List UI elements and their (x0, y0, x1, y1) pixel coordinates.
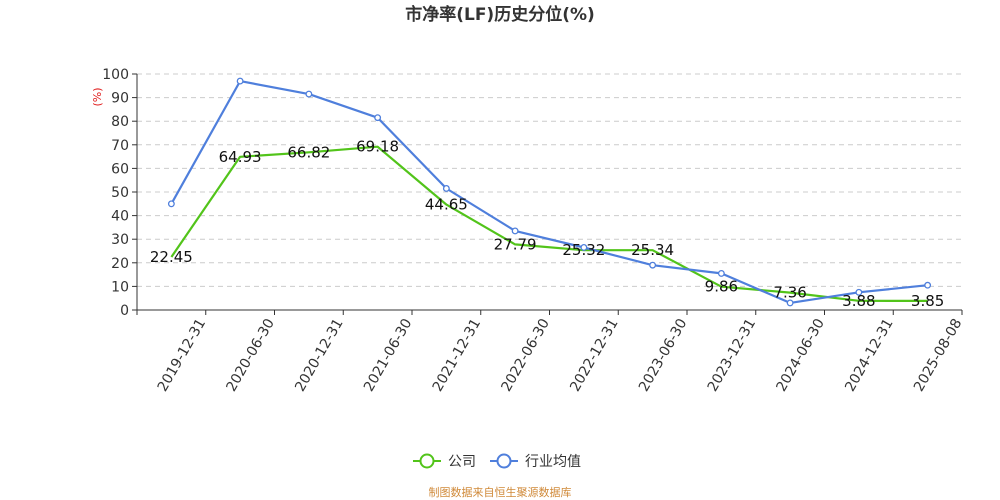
company-series-line (170, 145, 928, 302)
legend-marker-icon (496, 453, 512, 469)
legend-marker-icon (419, 453, 435, 469)
company-data-label: 27.79 (494, 235, 537, 253)
industry-average-point (442, 185, 450, 192)
legend-label: 行业均值 (525, 454, 581, 470)
axes: 0 10 20 30 40 50 60 70 80 90 100 2019-12-31 2020-06-… (102, 67, 965, 394)
company-data-label: 64.93 (219, 148, 262, 166)
y-tick-label: 20 (111, 256, 129, 272)
x-tick-label: 2024-06-30 (773, 316, 828, 394)
y-tick-label: 30 (111, 232, 129, 248)
x-tick-label: 2022-12-31 (567, 316, 622, 394)
company-data-label: 66.82 (287, 143, 330, 161)
industry-average-point (167, 200, 175, 208)
company-data-label: 44.65 (425, 196, 468, 214)
company-data-label: 7.36 (773, 284, 806, 302)
x-tick-label: 2021-06-30 (361, 316, 416, 394)
industry-average-point (580, 244, 588, 251)
industry-average-series-line (170, 79, 928, 304)
industry-average-point (855, 288, 863, 296)
data-labels: 22.45 64.93 66.82 69.18 44.65 27.79 25.32 25.34… (150, 138, 944, 310)
legend[interactable]: 公司 行业均值 (413, 453, 581, 470)
legend-item-industry-average[interactable]: 行业均值 (490, 453, 581, 470)
y-tick-label: 0 (120, 303, 129, 319)
y-tick-label: 60 (111, 161, 129, 177)
x-tick-label: 2022-06-30 (498, 316, 553, 394)
company-data-label: 69.18 (356, 138, 399, 156)
industry-average-point (717, 269, 725, 277)
y-tick-label: 40 (111, 209, 129, 225)
x-tick-label: 2023-12-31 (705, 316, 760, 394)
legend-label: 公司 (448, 454, 476, 470)
y-tick-label: 70 (111, 138, 129, 154)
y-tick-label: 10 (111, 279, 129, 295)
x-tick-label: 2024-12-31 (842, 316, 897, 394)
company-data-label: 3.88 (842, 292, 875, 310)
industry-average-point (305, 90, 313, 98)
x-tick-label: 2025-08-08 (911, 316, 966, 394)
series-lines (167, 77, 932, 307)
industry-average-point (236, 77, 244, 85)
y-tick-label: 80 (111, 114, 129, 130)
legend-item-company[interactable]: 公司 (413, 453, 476, 470)
x-tick-label: 2020-12-31 (292, 316, 347, 394)
company-data-label: 3.85 (911, 292, 944, 310)
source-note: 制图数据来自恒生聚源数据库 (429, 485, 572, 499)
company-data-label: 25.32 (562, 241, 605, 259)
industry-average-point (924, 281, 932, 289)
company-data-label: 25.34 (631, 241, 674, 259)
industry-average-point (786, 299, 794, 307)
industry-average-point (374, 114, 382, 122)
company-data-label: 9.86 (705, 278, 738, 296)
chart-title: 市净率(LF)历史分位(%) (405, 4, 595, 25)
grid-lines (137, 73, 962, 287)
company-data-label: 22.45 (150, 248, 193, 266)
x-tick-label: 2021-12-31 (430, 316, 485, 394)
y-tick-label: 100 (102, 67, 129, 83)
y-axis-unit-label: (%) (91, 87, 104, 106)
x-tick-label: 2020-06-30 (223, 316, 278, 394)
x-tick-label: 2019-12-31 (155, 316, 210, 394)
industry-average-point (511, 227, 519, 235)
y-tick-label: 50 (111, 185, 129, 201)
industry-average-point (649, 261, 657, 269)
x-tick-label: 2023-06-30 (636, 316, 691, 394)
y-tick-label: 90 (111, 91, 129, 107)
